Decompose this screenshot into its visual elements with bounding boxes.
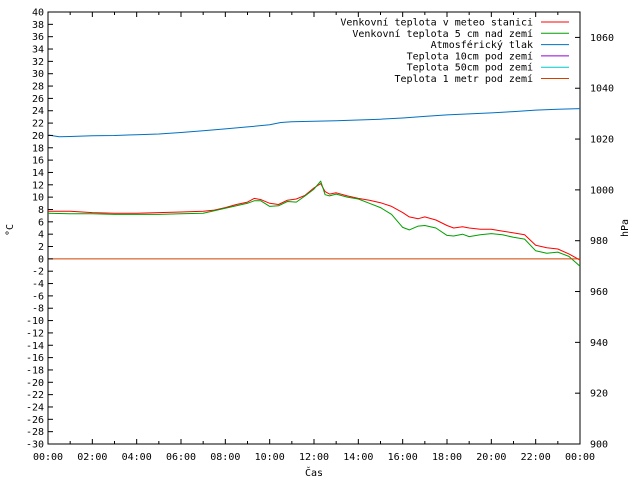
y2-tick-label: 920 (590, 389, 608, 400)
y-tick-label: -4 (32, 279, 44, 290)
y-tick-label: -10 (26, 316, 44, 327)
series-line-1 (48, 183, 581, 261)
x-tick-label: 14:00 (343, 452, 373, 463)
x-tick-label: 02:00 (77, 452, 107, 463)
y-tick-label: -16 (26, 353, 44, 364)
y-tick-label: -2 (32, 267, 44, 278)
y-tick-label: 28 (32, 82, 44, 93)
y-tick-label: 24 (32, 106, 44, 117)
ticks-layer: 4038363432302826242220181614121086420-2-… (26, 8, 614, 464)
x-tick-label: 00:00 (33, 452, 63, 463)
y2-tick-label: 960 (590, 287, 608, 298)
y-tick-label: -22 (26, 390, 44, 401)
y2-tick-label: 1060 (590, 33, 614, 44)
y-tick-label: 22 (32, 119, 44, 130)
legend: Venkovní teplota v meteo staniciVenkovní… (340, 17, 569, 85)
x-tick-label: 18:00 (432, 452, 462, 463)
x-tick-label: 08:00 (210, 452, 240, 463)
y-tick-label: 8 (38, 205, 44, 216)
y-tick-label: -8 (32, 304, 44, 315)
y2-tick-label: 900 (590, 440, 608, 451)
x-tick-label: 20:00 (476, 452, 506, 463)
y-axis-title: °C (5, 224, 16, 236)
y-tick-label: 0 (38, 254, 44, 265)
x-axis-title: Čas (305, 466, 323, 479)
y-tick-label: -30 (26, 440, 44, 451)
x-tick-label: 10:00 (255, 452, 285, 463)
y-tick-label: 34 (32, 45, 44, 56)
x-tick-label: 12:00 (299, 452, 329, 463)
y-tick-label: 18 (32, 143, 44, 154)
y-tick-label: 20 (32, 131, 44, 142)
y-tick-label: 38 (32, 20, 44, 31)
y-tick-label: 12 (32, 180, 44, 191)
legend-label: Venkovní teplota v meteo stanici (340, 17, 533, 29)
series-line-2 (47, 180, 581, 267)
y2-tick-label: 980 (590, 236, 608, 247)
legend-label: Teplota 1 metr pod zemí (395, 73, 533, 85)
x-tick-label: 00:00 (565, 452, 595, 463)
y2-tick-label: 1000 (590, 185, 614, 196)
y-tick-label: -24 (26, 402, 44, 413)
y-tick-label: -20 (26, 378, 44, 389)
y-tick-label: 2 (38, 242, 44, 253)
legend-label: Atmosférický tlak (431, 39, 533, 51)
legend-label: Teplota 10cm pod zemí (407, 50, 533, 62)
y-tick-label: -6 (32, 291, 44, 302)
y-tick-label: -12 (26, 328, 44, 339)
y-tick-label: 36 (32, 32, 44, 43)
y-tick-label: 40 (32, 8, 44, 19)
y-tick-label: 32 (32, 57, 44, 68)
y2-tick-label: 1020 (590, 135, 614, 146)
y-tick-label: 26 (32, 94, 44, 105)
x-tick-label: 06:00 (166, 452, 196, 463)
series-layer (47, 108, 581, 267)
y-tick-label: 4 (38, 230, 44, 241)
legend-label: Teplota 50cm pod zemí (407, 62, 533, 74)
y-tick-label: -28 (26, 427, 44, 438)
y-tick-label: 16 (32, 156, 44, 167)
y-tick-label: 10 (32, 193, 44, 204)
y-tick-label: -18 (26, 365, 44, 376)
y-tick-label: 30 (32, 69, 44, 80)
y2-tick-label: 1040 (590, 84, 614, 95)
series-line-3 (47, 108, 581, 138)
y-tick-label: 6 (38, 217, 44, 228)
y2-axis-title: hPa (620, 219, 631, 237)
y-tick-label: -14 (26, 341, 44, 352)
y2-tick-label: 940 (590, 338, 608, 349)
x-tick-label: 16:00 (388, 452, 418, 463)
legend-label: Venkovní teplota 5 cm nad zemí (352, 28, 533, 40)
x-tick-label: 22:00 (521, 452, 551, 463)
y-tick-label: -26 (26, 415, 44, 426)
y-tick-label: 14 (32, 168, 44, 179)
x-tick-label: 04:00 (122, 452, 152, 463)
